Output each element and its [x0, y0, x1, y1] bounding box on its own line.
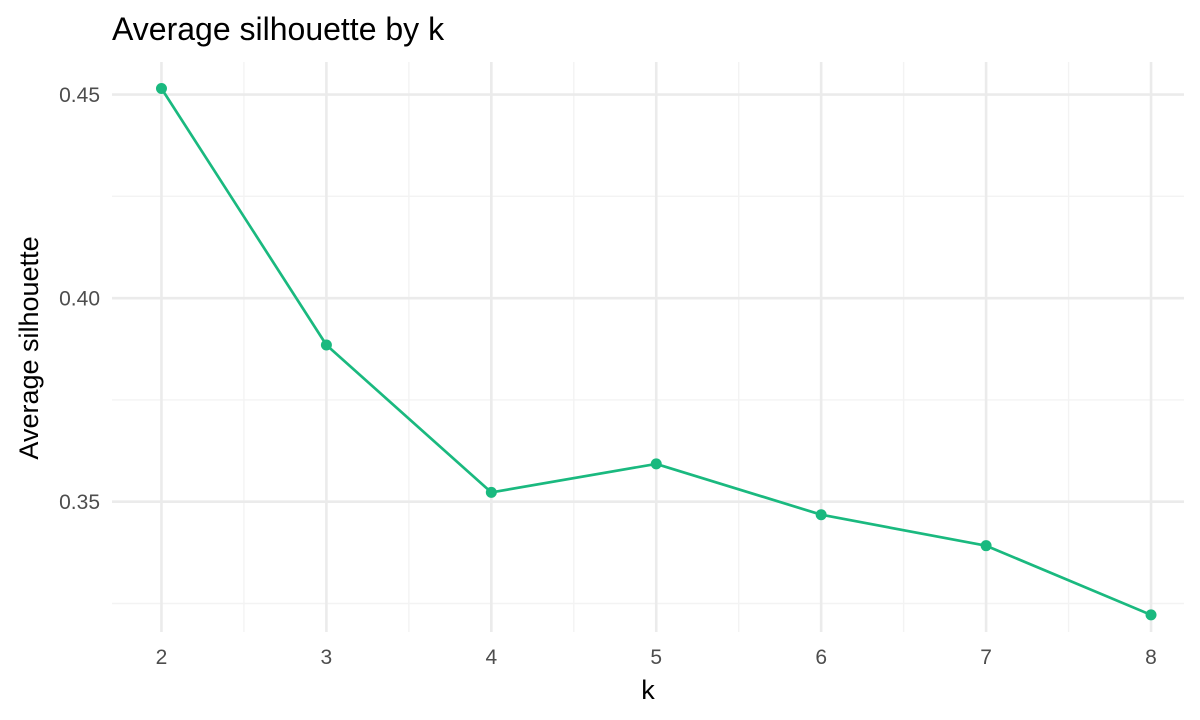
data-point — [1145, 609, 1157, 621]
x-tick-label: 3 — [321, 646, 333, 669]
y-tick-label: 0.45 — [59, 84, 100, 107]
data-point — [980, 540, 992, 552]
chart-title: Average silhouette by k — [112, 11, 445, 47]
x-tick-label: 6 — [815, 646, 827, 669]
x-axis-title: k — [641, 675, 655, 705]
x-tick-label: 5 — [650, 646, 662, 669]
x-tick-label: 7 — [980, 646, 992, 669]
data-point — [155, 82, 167, 94]
y-axis-title: Average silhouette — [14, 236, 44, 459]
data-point — [815, 509, 827, 521]
data-point — [485, 486, 497, 498]
x-tick-label: 4 — [485, 646, 497, 669]
x-tick-label: 8 — [1145, 646, 1157, 669]
grid-lines — [112, 62, 1184, 632]
y-axis-ticks: 0.35 0.40 0.45 — [59, 84, 100, 514]
x-tick-label: 2 — [156, 646, 168, 669]
x-axis-ticks: 2 3 4 5 6 7 8 — [156, 646, 1157, 669]
y-tick-label: 0.40 — [59, 288, 100, 311]
data-point — [650, 458, 662, 470]
y-tick-label: 0.35 — [59, 491, 100, 514]
data-point — [320, 339, 332, 351]
data-series — [155, 82, 1157, 621]
